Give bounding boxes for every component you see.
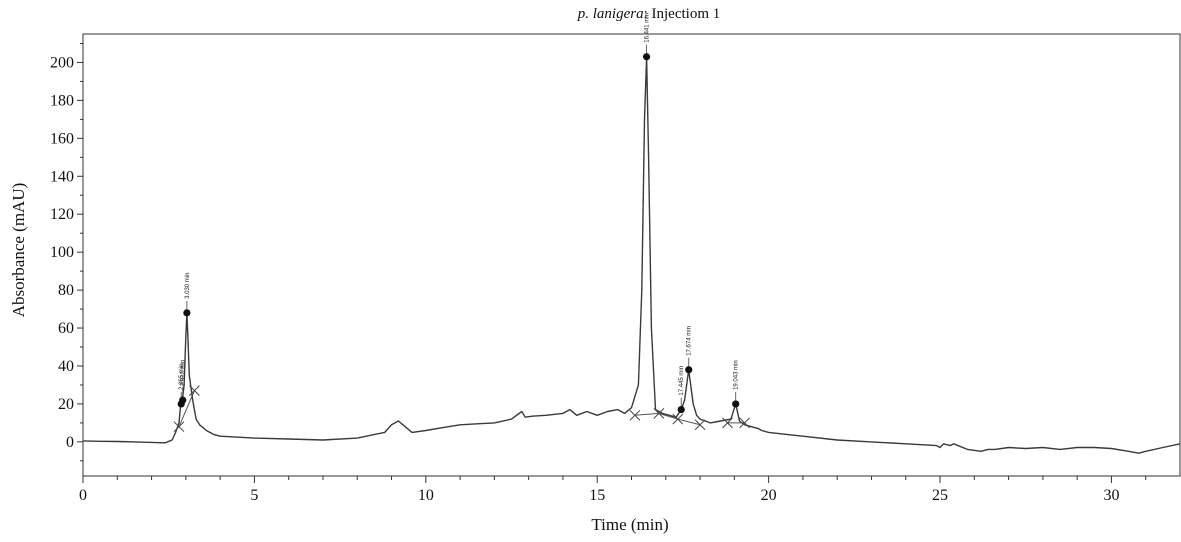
peak-point — [677, 406, 685, 414]
y-axis: 0 20 40 60 80 100 120 140 160 180 200 — [50, 42, 83, 462]
baseline-segment — [677, 418, 701, 426]
integration-mark — [653, 408, 665, 419]
y-tick-label: 180 — [50, 92, 74, 109]
x-axis: 0 5 10 15 20 25 30 — [79, 476, 1147, 504]
y-tick-label: 60 — [58, 320, 74, 337]
peak-label: 17.674 min — [687, 326, 693, 356]
x-axis-label: Time (min) — [591, 515, 668, 534]
integration-mark — [694, 419, 706, 431]
title-species: p. lanigera — [577, 6, 644, 22]
peak-marker: 17.445 min — [677, 366, 685, 414]
y-tick-label: 200 — [50, 54, 74, 71]
peak-point — [685, 366, 693, 374]
baseline-segment — [634, 412, 659, 416]
peak-marker: 19.043 min — [732, 360, 740, 408]
peak-point — [179, 396, 187, 404]
peak-marker: 16.441 min — [642, 13, 651, 61]
y-tick-label: 40 — [58, 358, 74, 375]
peak-point — [732, 400, 740, 408]
chart-title: p. lanigera: Injectiom 1 — [577, 6, 721, 22]
y-tick-label: 120 — [50, 206, 74, 223]
peak-label: 17.445 min — [679, 366, 685, 396]
x-tick-label: 5 — [250, 487, 258, 504]
x-tick-label: 30 — [1103, 487, 1119, 504]
integration-baselines — [178, 390, 745, 427]
peak-label: 16.441 min — [645, 13, 651, 43]
peak-marker: 17.674 min — [685, 326, 693, 374]
integration-marks — [173, 385, 750, 433]
peak-label: 19.043 min — [734, 360, 740, 390]
x-tick-label: 15 — [589, 487, 605, 504]
x-tick-label: 10 — [418, 487, 434, 504]
chromatogram-trace — [82, 56, 1181, 454]
x-tick-label: 20 — [761, 487, 777, 504]
y-tick-label: 160 — [50, 130, 74, 147]
integration-mark — [739, 417, 750, 429]
integration-mark — [672, 413, 684, 425]
y-tick-label: 0 — [66, 434, 74, 451]
plot-frame — [82, 33, 1181, 477]
peak-label: 2.865 min — [179, 364, 185, 390]
peak-marker: 3.030 min — [183, 272, 191, 317]
y-tick-label: 140 — [50, 168, 74, 185]
x-tick-label: 25 — [932, 487, 948, 504]
integration-mark — [629, 409, 641, 421]
integration-mark — [189, 385, 200, 396]
integration-mark — [722, 417, 733, 429]
y-tick-label: 80 — [58, 282, 74, 299]
peak-point — [183, 309, 191, 317]
y-tick-label: 100 — [50, 244, 74, 261]
title-rest: : Injectiom 1 — [644, 6, 721, 22]
integration-mark — [173, 421, 185, 433]
baseline-segment — [658, 412, 678, 420]
peak-label: 2.910 min — [181, 360, 187, 386]
x-tick-label: 0 — [79, 487, 87, 504]
y-tick-label: 20 — [58, 396, 74, 413]
y-axis-label: Absorbance (mAU) — [9, 183, 28, 318]
peak-marker: 2.910 min — [179, 360, 187, 404]
peak-label: 3.030 min — [185, 272, 191, 298]
peak-point — [642, 53, 651, 61]
